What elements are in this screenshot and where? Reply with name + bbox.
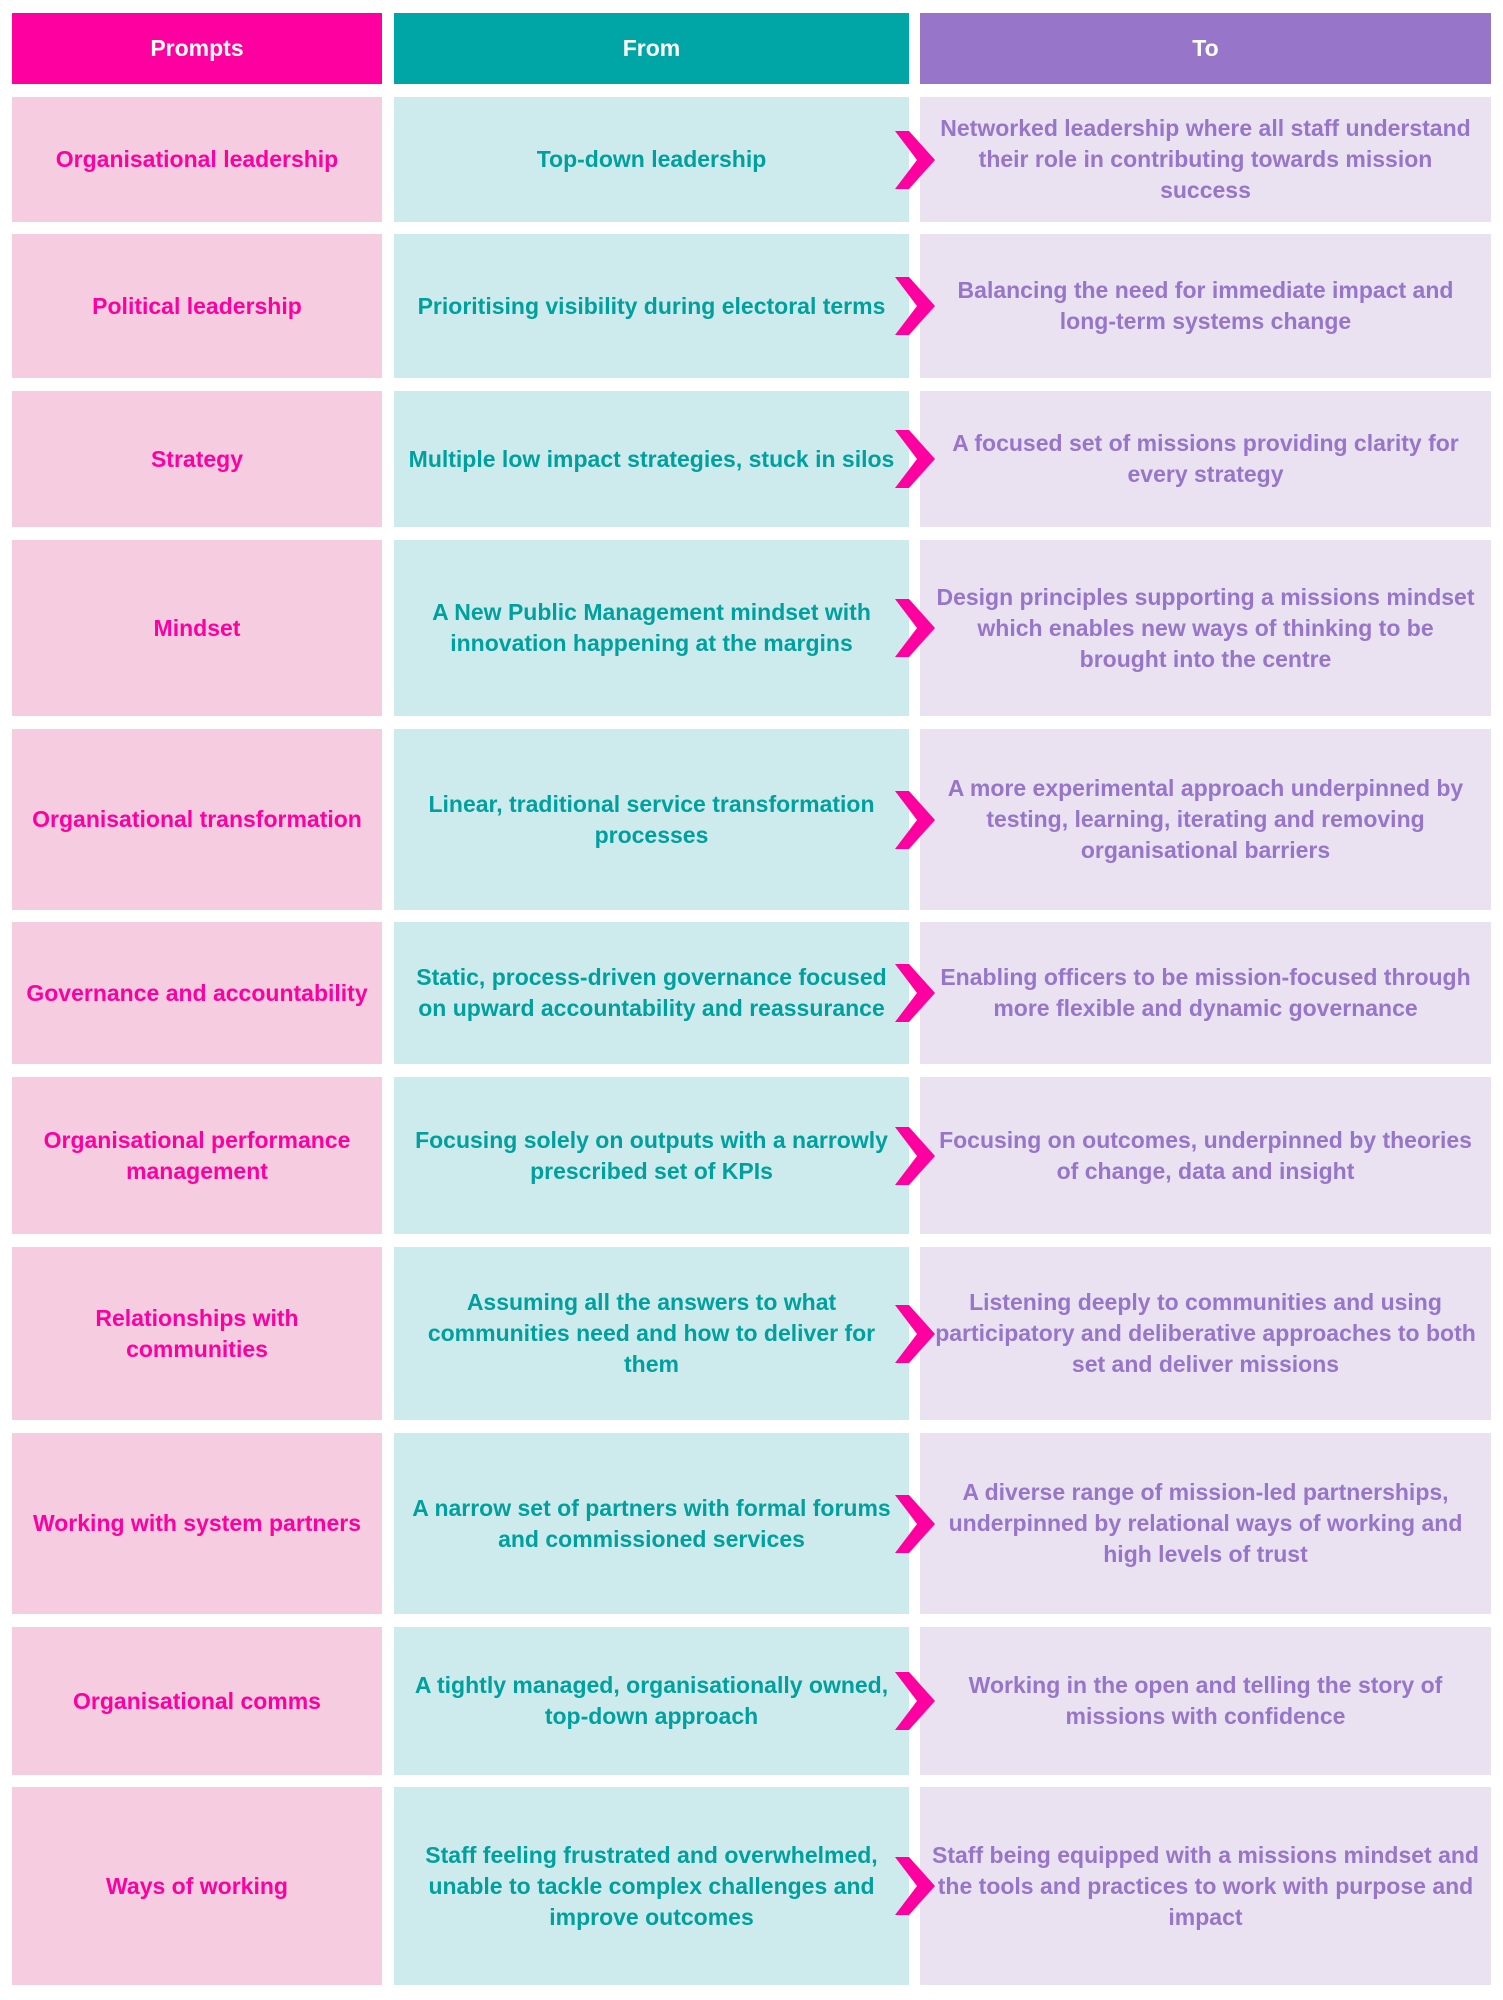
from-cell: Prioritising visibility during electoral… bbox=[394, 234, 909, 378]
prompt-cell: Organisational transformation bbox=[12, 729, 382, 910]
chevron-right-icon bbox=[895, 599, 935, 657]
chevron-right-icon bbox=[895, 790, 935, 849]
chevron-right-icon bbox=[895, 1494, 935, 1553]
chevron-right-icon bbox=[895, 1304, 935, 1363]
to-cell: Listening deeply to communities and usin… bbox=[920, 1247, 1491, 1420]
chevron-right-icon bbox=[895, 1126, 935, 1185]
to-cell: Staff being equipped with a missions min… bbox=[920, 1787, 1491, 1985]
from-cell: Focusing solely on outputs with a narrow… bbox=[394, 1077, 909, 1234]
from-cell: Multiple low impact strategies, stuck in… bbox=[394, 391, 909, 527]
prompt-cell: Working with system partners bbox=[12, 1433, 382, 1614]
from-cell: Linear, traditional service transformati… bbox=[394, 729, 909, 910]
to-cell: A diverse range of mission-led partnersh… bbox=[920, 1433, 1491, 1614]
header-from: From bbox=[394, 13, 909, 84]
prompt-cell: Organisational performance management bbox=[12, 1077, 382, 1234]
to-cell: Balancing the need for immediate impact … bbox=[920, 234, 1491, 378]
to-cell: Enabling officers to be mission-focused … bbox=[920, 922, 1491, 1064]
from-cell: Top-down leadership bbox=[394, 97, 909, 222]
prompt-cell: Ways of working bbox=[12, 1787, 382, 1985]
prompt-cell: Strategy bbox=[12, 391, 382, 527]
chevron-right-icon bbox=[895, 964, 935, 1022]
chevron-right-icon bbox=[895, 277, 935, 335]
from-cell: Staff feeling frustrated and overwhelmed… bbox=[394, 1787, 909, 1985]
chevron-right-icon bbox=[895, 430, 935, 488]
from-cell: Assuming all the answers to what communi… bbox=[394, 1247, 909, 1420]
from-cell: A narrow set of partners with formal for… bbox=[394, 1433, 909, 1614]
from-cell: A tightly managed, organisationally owne… bbox=[394, 1627, 909, 1775]
prompt-cell: Mindset bbox=[12, 540, 382, 716]
to-cell: Design principles supporting a missions … bbox=[920, 540, 1491, 716]
to-cell: Networked leadership where all staff und… bbox=[920, 97, 1491, 222]
prompt-cell: Relationships with communities bbox=[12, 1247, 382, 1420]
from-cell: A New Public Management mindset with inn… bbox=[394, 540, 909, 716]
prompt-cell: Organisational comms bbox=[12, 1627, 382, 1775]
from-cell: Static, process-driven governance focuse… bbox=[394, 922, 909, 1064]
to-cell: Focusing on outcomes, underpinned by the… bbox=[920, 1077, 1491, 1234]
chevron-right-icon bbox=[895, 130, 935, 189]
to-cell: Working in the open and telling the stor… bbox=[920, 1627, 1491, 1775]
prompt-cell: Governance and accountability bbox=[12, 922, 382, 1064]
prompt-cell: Political leadership bbox=[12, 234, 382, 378]
chevron-right-icon bbox=[895, 1857, 935, 1915]
to-cell: A focused set of missions providing clar… bbox=[920, 391, 1491, 527]
chevron-right-icon bbox=[895, 1672, 935, 1730]
header-prompts: Prompts bbox=[12, 13, 382, 84]
header-to: To bbox=[920, 13, 1491, 84]
prompt-cell: Organisational leadership bbox=[12, 97, 382, 222]
to-cell: A more experimental approach underpinned… bbox=[920, 729, 1491, 910]
